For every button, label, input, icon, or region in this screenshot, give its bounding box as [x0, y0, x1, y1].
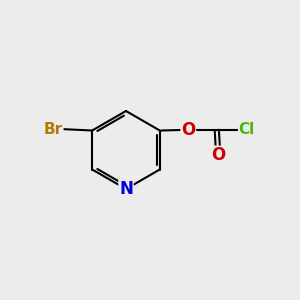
Text: O: O: [211, 146, 225, 164]
Text: N: N: [119, 180, 133, 198]
Text: O: O: [181, 121, 195, 139]
Text: Br: Br: [44, 122, 63, 136]
Text: Cl: Cl: [238, 122, 255, 137]
